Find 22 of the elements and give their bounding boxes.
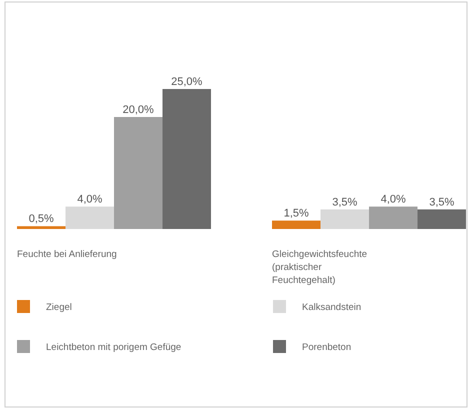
x-tick-label: Feuchte bei Anlieferung	[17, 249, 117, 260]
data-label: 4,0%	[380, 194, 406, 206]
bar	[418, 209, 466, 229]
bar	[66, 206, 114, 229]
legend-label: Leichtbeton mit porigem Gefüge	[46, 342, 182, 353]
data-label: 4,0%	[77, 194, 102, 206]
legend-label: Ziegel	[46, 302, 72, 313]
bar	[162, 89, 211, 229]
data-label: 3,5%	[429, 196, 454, 208]
data-label: 25,0%	[171, 76, 203, 88]
data-label: 3,5%	[332, 196, 358, 208]
x-tick-label: Gleichgewichtsfeuchte (praktischer Feuchtegehalt)	[272, 249, 368, 286]
bar	[369, 206, 418, 229]
legend-label: Kalksandstein	[302, 302, 362, 313]
bar	[320, 209, 369, 229]
data-label: 20,0%	[122, 104, 154, 116]
bar	[114, 117, 162, 229]
data-label: 0,5%	[28, 213, 54, 226]
data-label: 1,5%	[284, 208, 309, 220]
bar	[272, 220, 320, 229]
bar	[17, 226, 66, 229]
legend-label: Porenbeton	[302, 342, 352, 353]
